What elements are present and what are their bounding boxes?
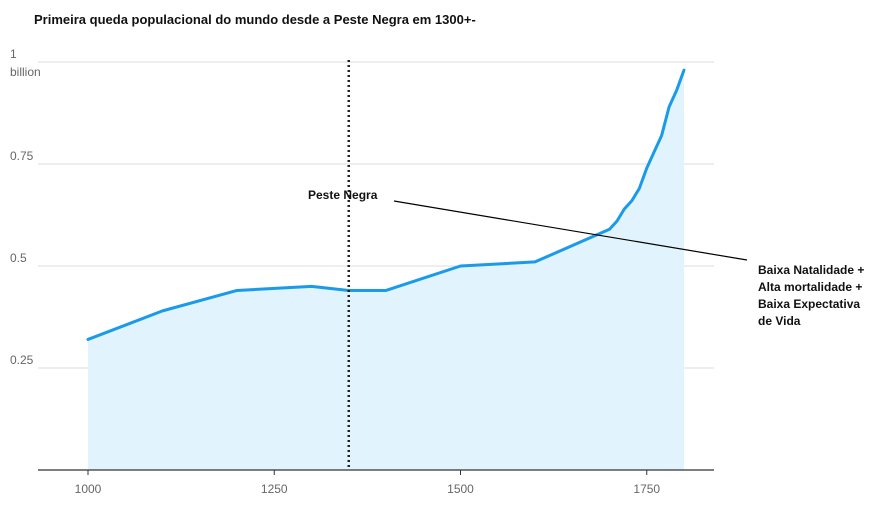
y-unit-label: billion bbox=[10, 65, 41, 79]
tick-labels: 0.25 0.5 0.75 1 billion 1000 1250 1500 1750 bbox=[10, 47, 660, 496]
annotation-leader-line bbox=[393, 200, 748, 261]
annotations: Peste Negra Baixa Natalidade + Alta mortal… bbox=[308, 60, 864, 470]
x-tick-label: 1250 bbox=[261, 482, 288, 496]
annotation-note-line: Baixa Expectativa bbox=[758, 297, 860, 311]
x-tick-label: 1500 bbox=[447, 482, 474, 496]
annotation-note-line: Alta mortalidade + bbox=[758, 280, 862, 294]
y-tick-label: 0.75 bbox=[10, 149, 34, 163]
y-tick-label: 0.5 bbox=[10, 251, 27, 265]
annotation-note-line: Baixa Natalidade + bbox=[758, 263, 864, 277]
population-area bbox=[88, 70, 684, 470]
y-tick-label: 0.25 bbox=[10, 353, 34, 367]
population-line bbox=[86, 68, 686, 341]
area-layer bbox=[86, 68, 686, 470]
x-axis bbox=[38, 469, 714, 475]
chart-title: Primeira queda populacional do mundo des… bbox=[34, 12, 476, 27]
y-tick-label: 1 bbox=[10, 47, 17, 61]
annotation-note-line: de Vida bbox=[758, 314, 801, 328]
peste-negra-label: Peste Negra bbox=[308, 188, 378, 202]
x-tick-label: 1750 bbox=[633, 482, 660, 496]
x-tick-label: 1000 bbox=[75, 482, 102, 496]
